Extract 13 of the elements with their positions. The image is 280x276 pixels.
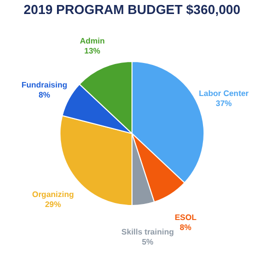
data-label: 5%: [142, 237, 154, 246]
data-label: 13%: [84, 46, 100, 56]
data-label: 37%: [216, 98, 232, 108]
chart-title: 2019 PROGRAM BUDGET $360,000: [24, 2, 240, 17]
slice-label: Admin: [80, 36, 105, 46]
slice-label: Labor Center: [198, 88, 249, 98]
slice-label: ESOL: [174, 212, 197, 222]
slice-label: Skills training: [121, 227, 174, 236]
data-label: 8%: [38, 90, 50, 100]
data-label: 8%: [180, 222, 192, 232]
slice-label: Organizing: [32, 190, 74, 199]
data-label: 29%: [44, 200, 61, 209]
slice-label: Fundraising: [21, 80, 68, 90]
